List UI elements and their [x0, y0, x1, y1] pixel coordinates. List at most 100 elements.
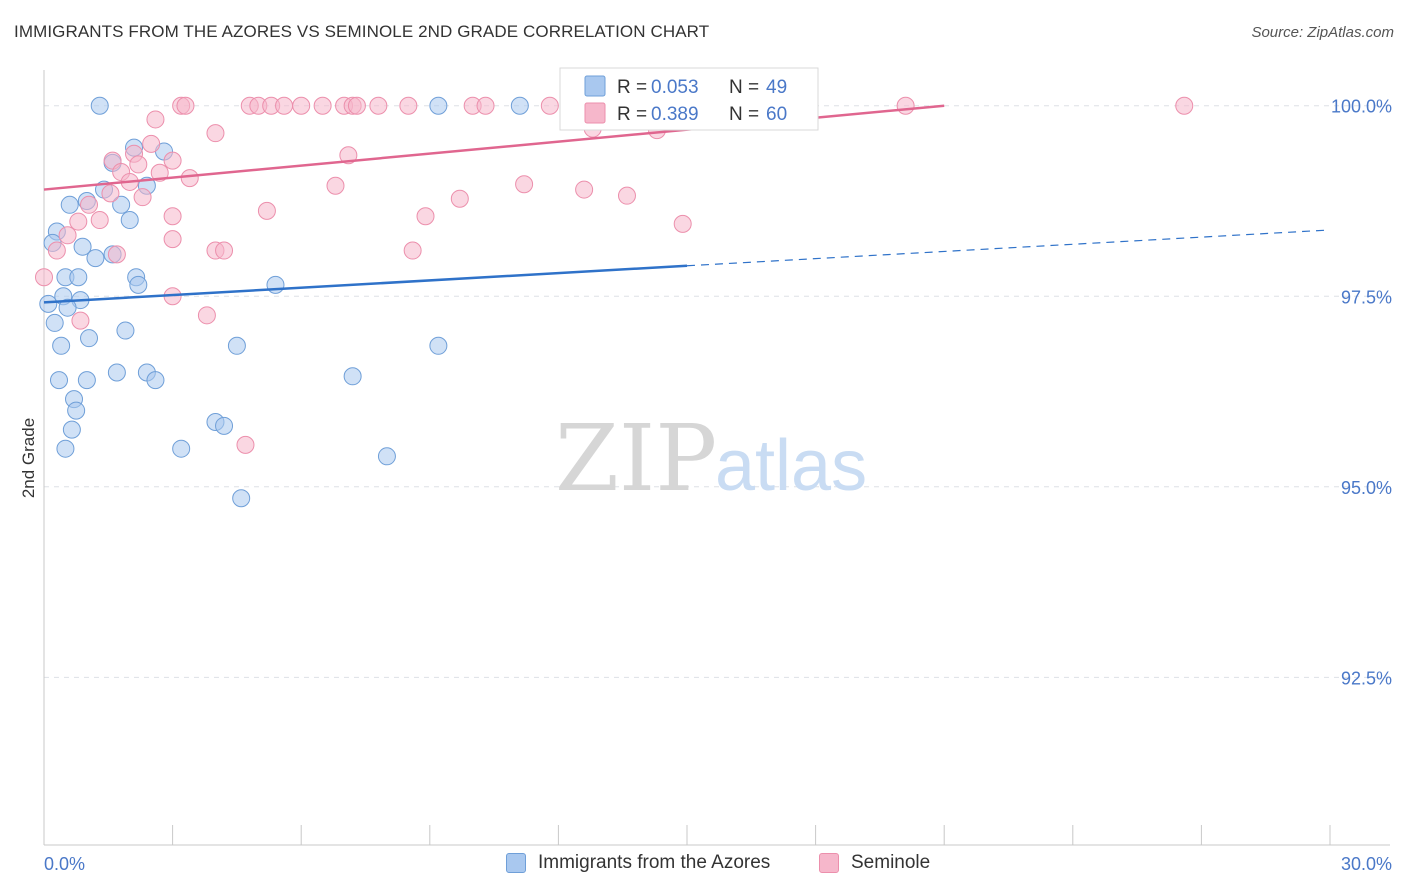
point-azores	[429, 96, 448, 115]
legend-swatch	[584, 75, 606, 97]
point-azores	[50, 371, 69, 390]
point-seminole	[617, 186, 636, 205]
point-seminole	[896, 96, 915, 115]
point-seminole	[275, 96, 294, 115]
point-azores	[266, 275, 285, 294]
point-seminole	[215, 241, 234, 260]
source-credit: Source: ZipAtlas.com	[1251, 24, 1394, 41]
trend-line-azores-extension	[686, 229, 1331, 267]
point-seminole	[575, 180, 594, 199]
legend-label-azores: Immigrants from the Azores	[538, 852, 771, 873]
point-azores	[73, 237, 92, 256]
legend-item-azores[interactable]: Immigrants from the Azores	[506, 852, 770, 874]
point-seminole	[90, 211, 109, 230]
axes	[43, 70, 1390, 846]
point-seminole	[450, 189, 469, 208]
point-seminole	[399, 96, 418, 115]
legend-swatch	[584, 102, 606, 124]
point-seminole	[313, 96, 332, 115]
point-azores	[510, 96, 529, 115]
point-seminole	[107, 245, 126, 264]
point-seminole	[292, 96, 311, 115]
point-azores	[377, 447, 396, 466]
legend-swatch-pink	[819, 853, 839, 873]
point-azores	[69, 268, 88, 287]
point-azores	[429, 336, 448, 355]
y-tick-label: 100.0%	[1331, 97, 1392, 117]
point-azores	[86, 249, 105, 268]
point-azores	[232, 489, 251, 508]
point-seminole	[236, 435, 255, 454]
point-seminole	[101, 184, 120, 203]
point-azores	[39, 294, 58, 313]
point-seminole	[133, 188, 152, 207]
point-seminole	[540, 96, 559, 115]
y-tick-label: 95.0%	[1341, 478, 1392, 498]
point-azores	[172, 439, 191, 458]
watermark-zip: ZIP	[555, 405, 717, 512]
legend-r-label: R =	[617, 104, 647, 125]
legend-r-value: 0.389	[651, 104, 699, 125]
x-tick-label: 30.0%	[1341, 854, 1392, 874]
point-azores	[62, 420, 81, 439]
point-azores	[343, 367, 362, 386]
legend-n-label: N =	[729, 104, 759, 125]
point-seminole	[347, 96, 366, 115]
legend-box: R = 0.053 N = 49 R = 0.389 N = 60	[559, 67, 819, 131]
y-tick-label: 97.5%	[1341, 287, 1392, 307]
point-seminole	[163, 230, 182, 249]
point-seminole	[163, 207, 182, 226]
point-seminole	[326, 176, 345, 195]
point-seminole	[515, 175, 534, 194]
point-seminole	[257, 201, 276, 220]
point-azores	[58, 298, 77, 317]
bottom-legend: Immigrants from the Azores Seminole	[0, 852, 1406, 878]
point-azores	[56, 439, 75, 458]
point-seminole	[416, 207, 435, 226]
legend-n-value: 60	[766, 104, 787, 125]
point-seminole	[58, 226, 77, 245]
point-azores	[90, 96, 109, 115]
tick-labels: 100.0% 97.5% 95.0% 92.5% 0.0% 30.0%	[44, 97, 1392, 874]
point-seminole	[176, 96, 195, 115]
point-azores	[120, 211, 139, 230]
point-azores	[129, 275, 148, 294]
point-seminole	[369, 96, 388, 115]
point-seminole	[142, 134, 161, 153]
y-axis-label: 2nd Grade	[19, 418, 38, 498]
trend-line-azores	[43, 264, 688, 304]
point-seminole	[163, 151, 182, 170]
point-seminole	[150, 163, 169, 182]
legend-r-value: 0.053	[651, 77, 699, 98]
point-azores	[52, 336, 71, 355]
point-seminole	[476, 96, 495, 115]
point-azores	[227, 336, 246, 355]
point-seminole	[129, 155, 148, 174]
point-seminole	[35, 268, 53, 287]
watermark: ZIP atlas	[555, 405, 867, 512]
legend-label-seminole: Seminole	[851, 852, 931, 873]
point-seminole	[47, 241, 66, 260]
point-seminole	[403, 241, 422, 260]
legend-item-seminole[interactable]: Seminole	[819, 852, 930, 874]
gridlines	[44, 105, 1390, 678]
point-azores	[107, 363, 126, 382]
point-seminole	[69, 212, 88, 231]
point-azores	[67, 401, 86, 420]
point-azores	[60, 195, 79, 214]
chart-title: IMMIGRANTS FROM THE AZORES VS SEMINOLE 2…	[14, 22, 710, 41]
point-azores	[80, 329, 99, 348]
point-seminole	[197, 306, 216, 325]
legend-swatch-blue	[506, 853, 526, 873]
point-azores	[45, 313, 64, 332]
x-tick-label: 0.0%	[44, 854, 85, 874]
legend-n-value: 49	[766, 77, 787, 98]
point-azores	[112, 195, 131, 214]
point-azores	[215, 416, 234, 435]
point-azores	[146, 371, 165, 390]
watermark-atlas: atlas	[715, 426, 867, 506]
point-seminole	[673, 214, 692, 233]
legend-n-label: N =	[729, 77, 759, 98]
data-points	[35, 96, 1194, 508]
